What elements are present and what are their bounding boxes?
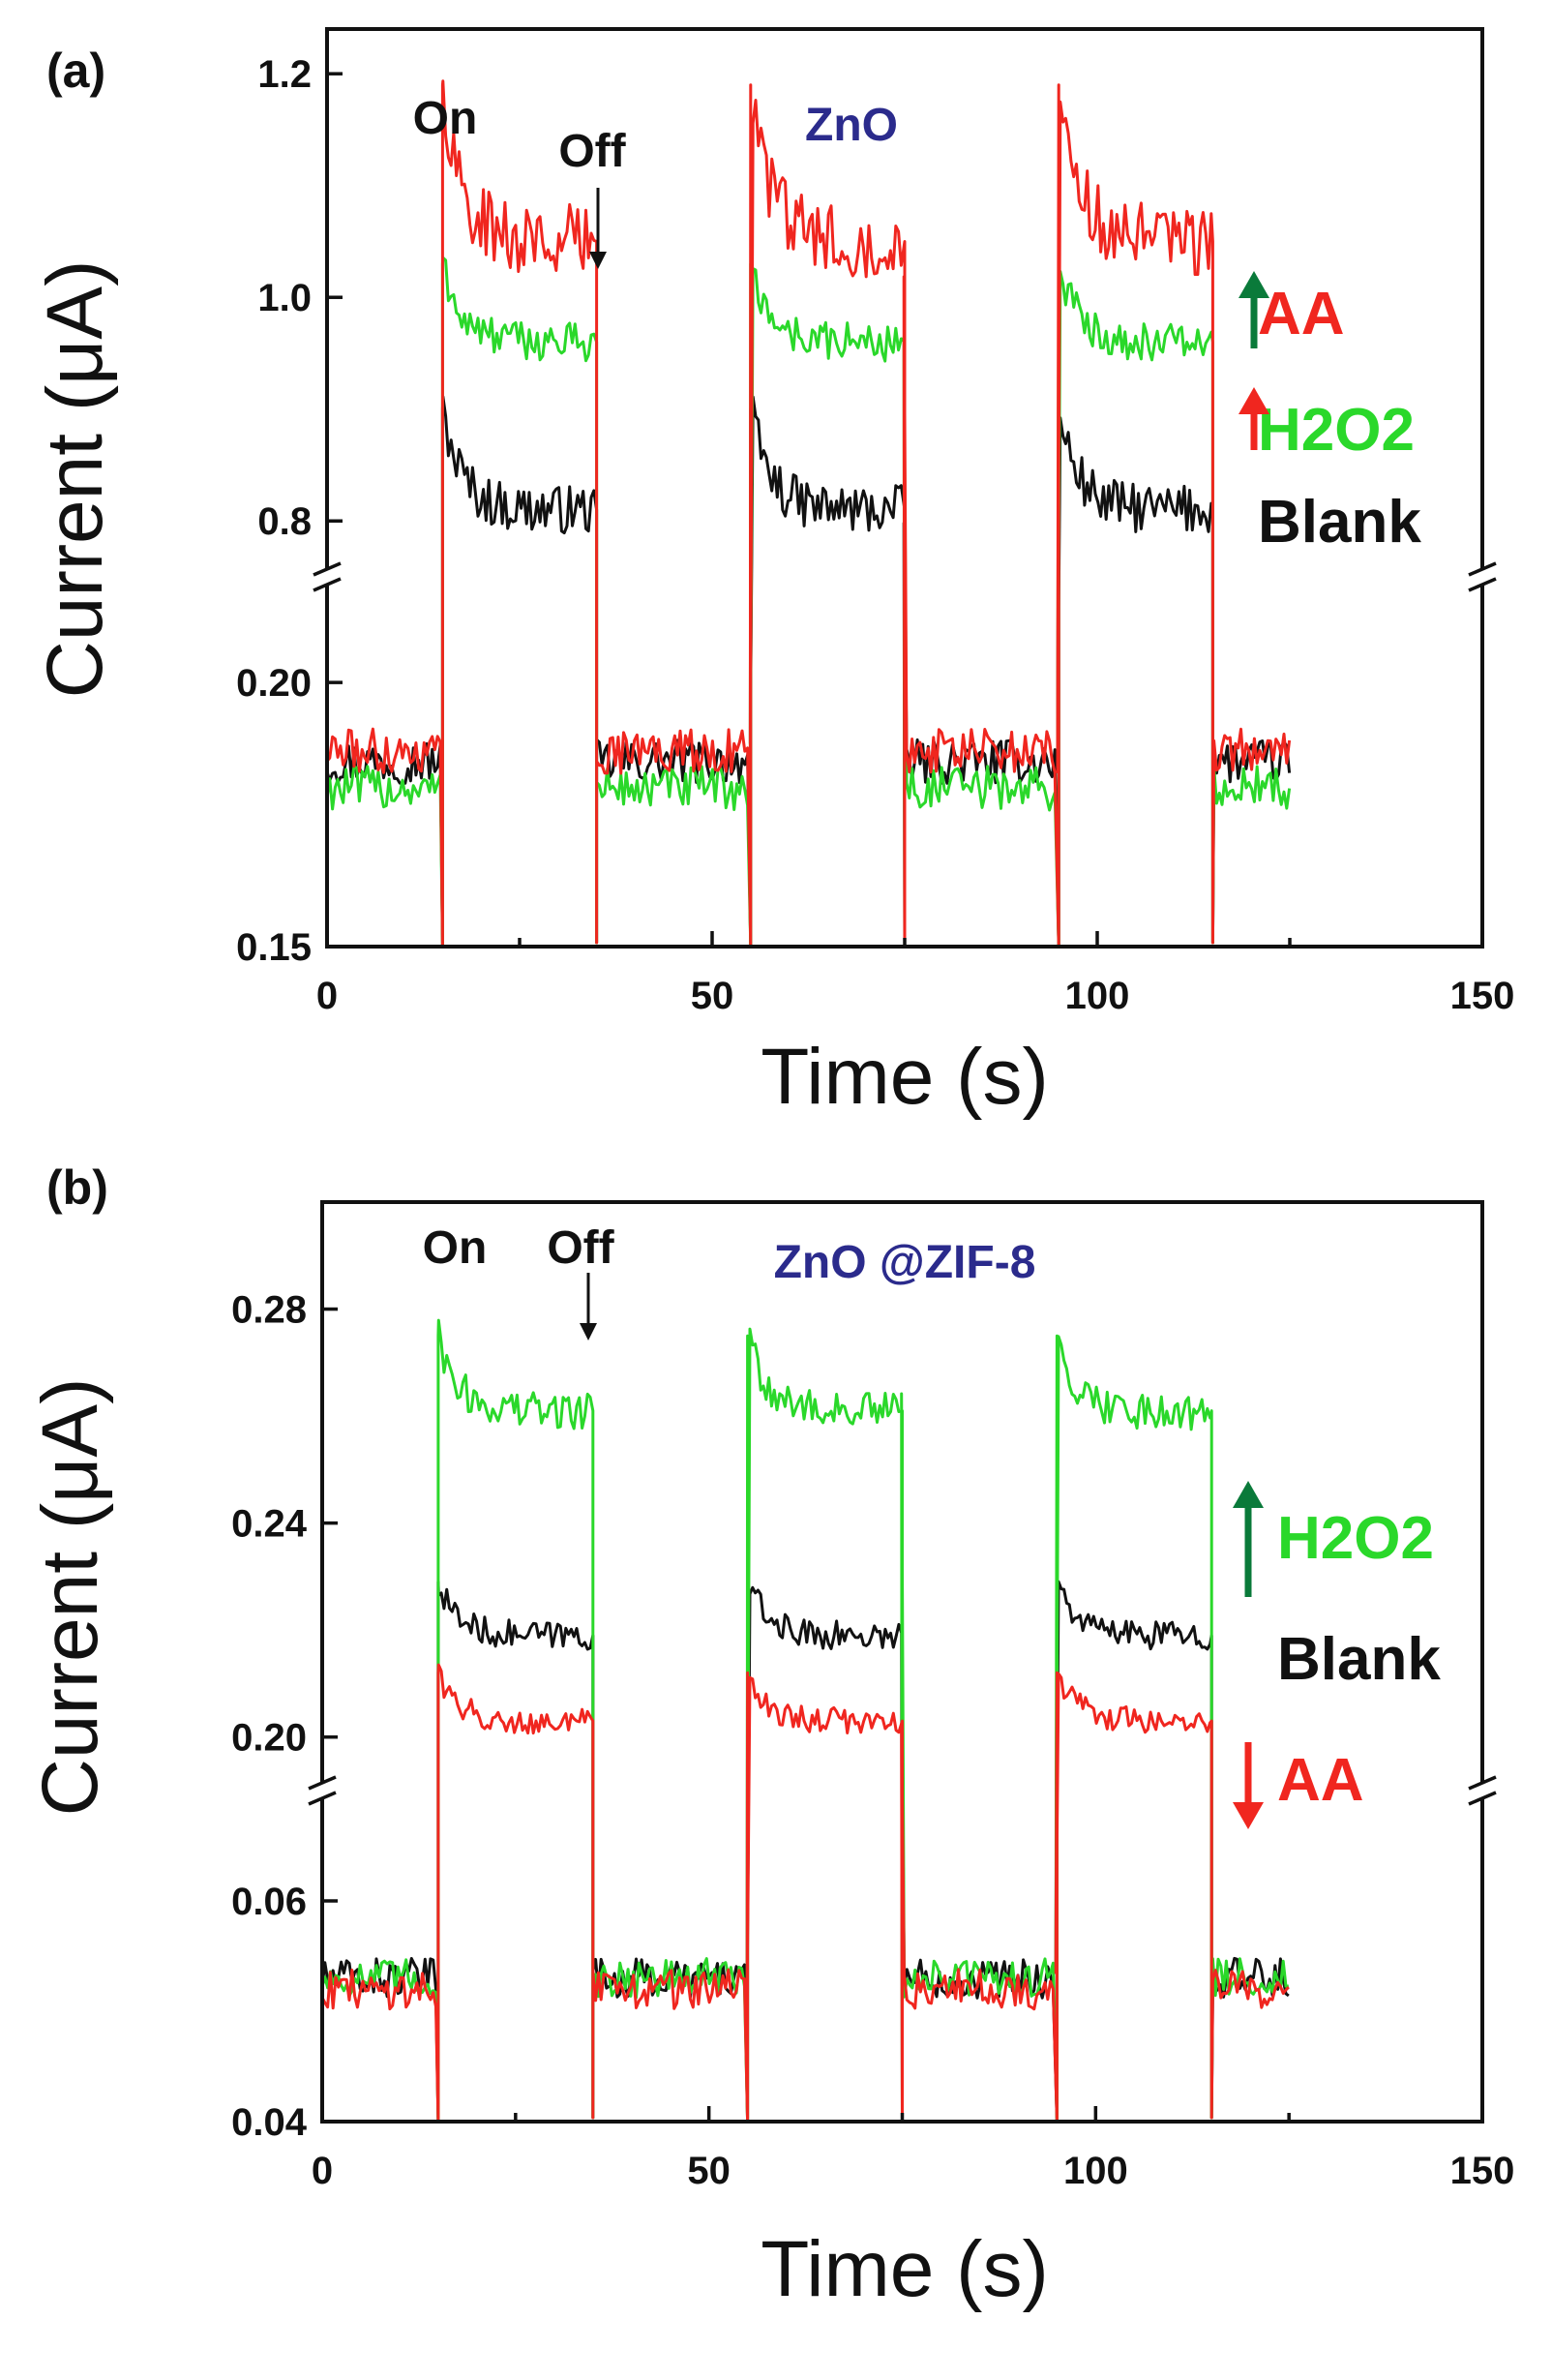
legend-arrow-head-h2o2: [1239, 271, 1269, 298]
series-line-h2o2: [325, 256, 1292, 949]
chart-title: ZnO @ZIF-8: [774, 1237, 1036, 1288]
y-tick-label: 0.06: [231, 1881, 307, 1923]
x-tick-label: 100: [1065, 975, 1130, 1017]
x-tick-label: 0: [312, 2150, 333, 2192]
y-axis-title: Current (μA): [31, 260, 119, 699]
series-line-h2o2: [320, 1318, 1290, 2124]
legend-label-aa: AA: [1258, 281, 1345, 347]
axis-break-mark: [1468, 1775, 1497, 1791]
y-tick-label: 0.28: [231, 1289, 307, 1332]
axis-break-mark: [313, 561, 342, 577]
off-annotation: Off: [547, 1222, 614, 1274]
legend-arrow-head-aa: [1239, 387, 1269, 414]
series-line-blank: [325, 395, 1292, 949]
y-axis-title: Current (μA): [26, 1378, 114, 1817]
x-tick-label: 50: [691, 975, 734, 1017]
x-axis-title: Time (s): [761, 1033, 1049, 1121]
on-annotation: On: [413, 93, 478, 144]
y-tick-label: 0.04: [231, 2101, 308, 2144]
y-tick-label: 0.24: [231, 1503, 308, 1546]
legend-label-h2o2: H2O2: [1258, 397, 1415, 464]
series-line-aa: [320, 1663, 1290, 2124]
axis-break-mark: [313, 577, 342, 592]
x-tick-label: 50: [687, 2150, 731, 2192]
chart-panel-b: 0 50 100 150 0.04 0.06 0.20 0.24 0.28 Time (s) Cur…: [26, 1160, 1514, 2313]
legend-arrow-head-h2o2: [1233, 1481, 1264, 1508]
on-annotation: On: [423, 1222, 488, 1274]
chart-title: ZnO: [805, 100, 898, 151]
off-arrow-head: [580, 1323, 597, 1341]
y-tick-label: 0.20: [231, 1717, 307, 1760]
legend-label-aa: AA: [1277, 1747, 1364, 1814]
off-annotation: Off: [558, 126, 626, 177]
legend-label-blank: Blank: [1258, 489, 1421, 556]
legend-arrow-head-aa: [1233, 1802, 1264, 1829]
off-arrow-head: [589, 252, 607, 269]
x-tick-label: 150: [1450, 975, 1515, 1017]
chart-panel-a: 0 50 100 150 0.15 0.20 0.8 1.0 1.2 Time (s) Curren…: [31, 27, 1515, 1121]
axis-break-mark: [1468, 577, 1497, 592]
series-line-blank: [320, 1580, 1290, 2124]
series-line-aa: [325, 79, 1292, 949]
legend-label-h2o2: H2O2: [1277, 1505, 1434, 1572]
axis-break-mark: [1468, 561, 1497, 577]
y-tick-label: 1.0: [257, 277, 312, 319]
x-tick-label: 100: [1063, 2150, 1128, 2192]
x-tick-label: 150: [1450, 2150, 1515, 2192]
panel-label: (b): [46, 1160, 108, 1215]
y-tick-label: 0.15: [236, 926, 312, 969]
axis-break-mark: [1468, 1791, 1497, 1806]
panel-label: (a): [46, 44, 105, 98]
axis-break-mark: [308, 1791, 337, 1806]
axis-break-mark: [308, 1775, 337, 1791]
y-tick-label: 0.20: [236, 662, 312, 705]
x-axis-title: Time (s): [761, 2225, 1049, 2313]
y-tick-label: 1.2: [257, 53, 312, 96]
y-tick-label: 0.8: [257, 500, 312, 543]
x-tick-label: 0: [316, 975, 338, 1017]
legend-label-blank: Blank: [1277, 1626, 1441, 1693]
